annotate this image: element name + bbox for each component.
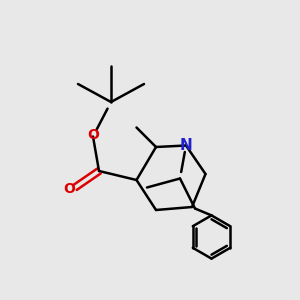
Text: O: O — [64, 182, 76, 196]
Text: N: N — [180, 138, 192, 153]
Text: O: O — [87, 128, 99, 142]
